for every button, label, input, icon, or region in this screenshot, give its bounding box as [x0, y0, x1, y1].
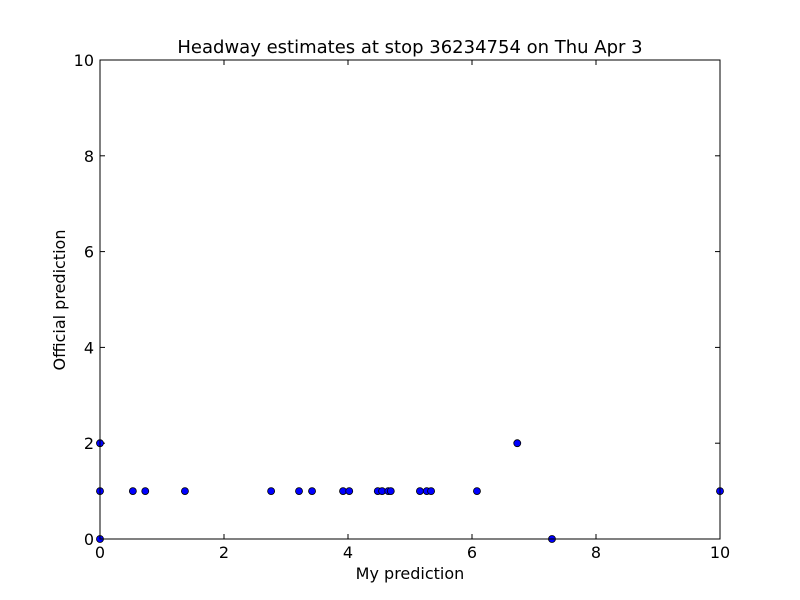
- x-axis-label: My prediction: [356, 564, 465, 583]
- y-tick-label: 8: [84, 147, 94, 166]
- point: [473, 487, 481, 496]
- y-tick-label: 2: [84, 434, 94, 453]
- point: [386, 487, 395, 496]
- point: [181, 487, 189, 496]
- point: [267, 487, 276, 496]
- y-axis-label: Official prediction: [50, 230, 69, 371]
- point: [141, 487, 150, 496]
- point: [345, 487, 354, 496]
- point: [513, 439, 522, 448]
- y-tick-label: 10: [74, 51, 94, 70]
- y-tick-label: 0: [84, 530, 94, 549]
- y-tick-label: 4: [84, 338, 94, 357]
- point: [416, 487, 424, 496]
- point: [128, 487, 137, 496]
- x-tick-label: 8: [591, 543, 601, 562]
- x-tick-label: 10: [710, 543, 730, 562]
- point: [308, 487, 316, 496]
- point: [427, 487, 435, 496]
- x-tick-label: 2: [219, 543, 229, 562]
- y-tick-label: 6: [84, 243, 94, 262]
- x-tick-label: 4: [343, 543, 353, 562]
- x-tick-label: 6: [467, 543, 477, 562]
- x-tick-label: 0: [95, 543, 105, 562]
- point: [295, 487, 303, 496]
- plot-frame: [99, 59, 721, 540]
- chart-title: Headway estimates at stop 36234754 on Th…: [177, 37, 642, 58]
